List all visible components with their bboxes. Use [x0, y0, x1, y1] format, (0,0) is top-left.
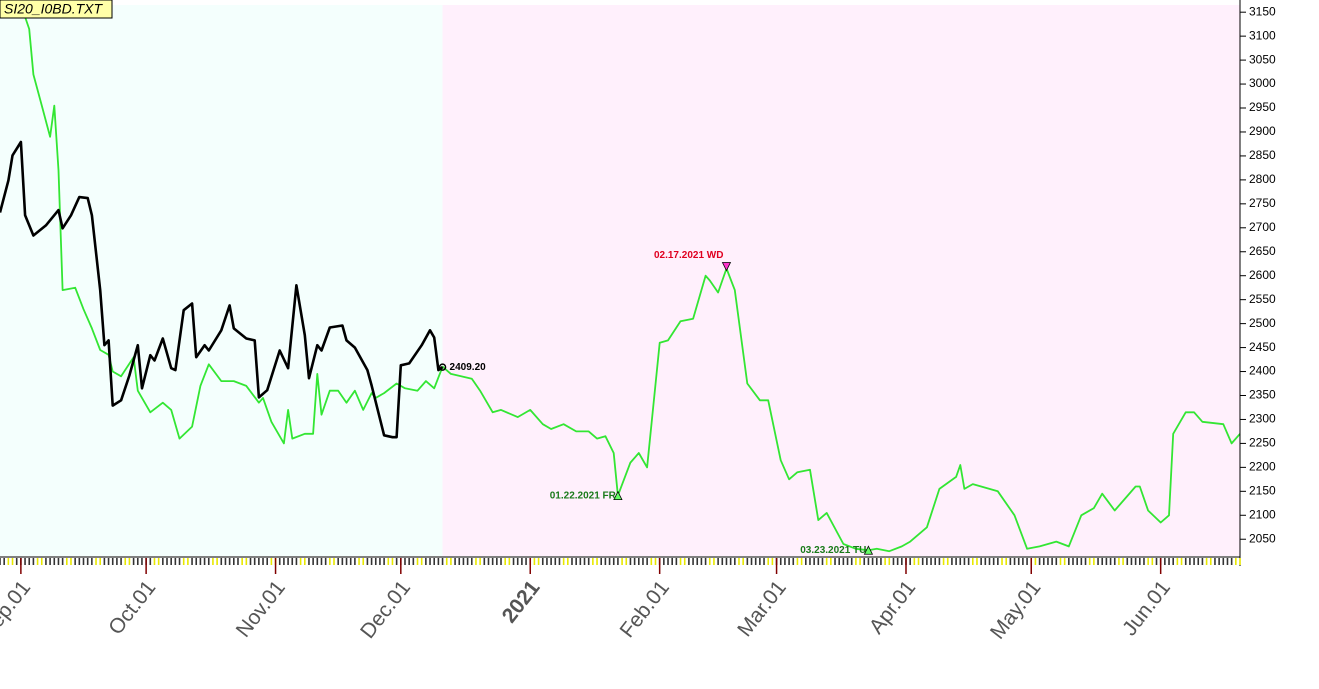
y-tick-label: 3000 — [1249, 76, 1276, 90]
x-tick-label: Jun.01 — [1118, 576, 1175, 640]
end-marker — [438, 363, 447, 371]
x-tick-label: Oct.01 — [104, 576, 160, 639]
high-marker — [721, 262, 732, 272]
y-tick-label: 2450 — [1249, 340, 1276, 354]
y-tick-label: 2400 — [1249, 364, 1276, 378]
y-tick-label: 2300 — [1249, 412, 1276, 426]
y-tick-label: 2650 — [1249, 244, 1276, 258]
y-tick-label: 2950 — [1249, 100, 1276, 114]
y-tick-label: 2900 — [1249, 124, 1276, 138]
y-tick-label: 2200 — [1249, 460, 1276, 474]
y-tick-label: 2500 — [1249, 316, 1276, 330]
low-marker — [863, 545, 874, 555]
series-line — [0, 13, 1241, 553]
y-tick-label: 3100 — [1249, 28, 1276, 42]
low-marker — [613, 490, 623, 501]
title-box — [0, 0, 113, 19]
y-tick-label: 2600 — [1249, 268, 1276, 282]
y-tick-label: 2800 — [1249, 172, 1276, 186]
y-tick-label: 2250 — [1249, 436, 1276, 450]
y-tick-label: 2850 — [1249, 148, 1276, 162]
y-tick-label: 3050 — [1249, 52, 1276, 66]
background — [0, 5, 1240, 556]
annotation-label: 02.17.2021 WD — [654, 250, 724, 261]
x-tick-label: Sep.01 — [0, 576, 35, 643]
y-tick-label: 2350 — [1249, 388, 1276, 402]
y-tick-label: 2700 — [1249, 220, 1276, 234]
x-tick-label: Nov.01 — [232, 576, 290, 641]
forecast-background — [442, 5, 1240, 556]
y-tick-label: 2150 — [1249, 483, 1276, 497]
x-tick-label: Apr.01 — [865, 576, 921, 638]
annotation-label: 03.23.2021 TU — [800, 545, 866, 556]
y-tick-label: 3150 — [1249, 4, 1276, 18]
x-tick-label: Dec.01 — [356, 576, 415, 643]
annotation-label: 2409.20 — [450, 362, 487, 373]
y-tick-label: 2100 — [1249, 507, 1276, 521]
x-tick-label: Feb.01 — [616, 576, 674, 642]
chart-title: SI20_I0BD.TXT — [4, 1, 103, 17]
y-tick-label: 2750 — [1249, 196, 1276, 210]
y-tick-label: 2050 — [1249, 531, 1276, 545]
history-background — [0, 5, 443, 556]
x-tick-label: May.01 — [986, 576, 1046, 643]
series-line — [0, 140, 444, 439]
x-tick-label: Mar.01 — [733, 576, 791, 641]
plot-area: 2409.20 01.22.2021 FR 02.17.2021 WD 03.23.2… — [0, 13, 1241, 556]
annotation-label: 01.22.2021 FR — [550, 490, 617, 501]
y-tick-label: 2550 — [1249, 292, 1276, 306]
x-tick-label: 2021 — [498, 576, 545, 627]
